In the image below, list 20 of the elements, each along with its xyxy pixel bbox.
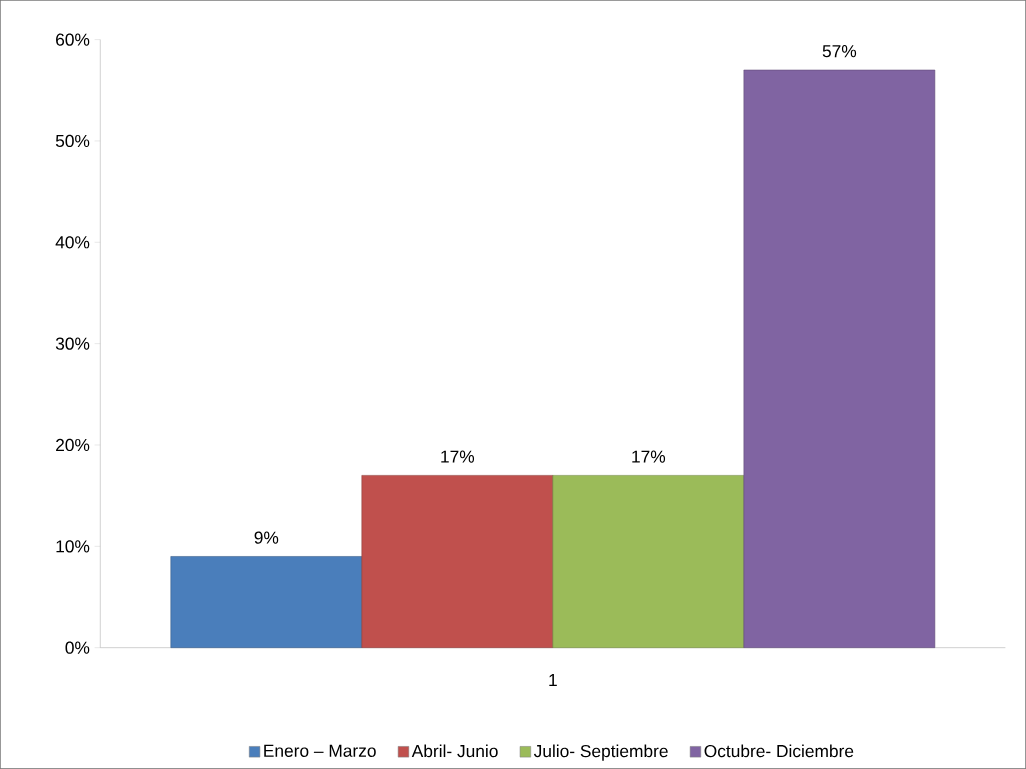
bar — [170, 556, 363, 648]
x-tick-label: 1 — [549, 674, 557, 687]
bar — [361, 475, 554, 648]
data-label: 17% — [632, 450, 666, 463]
legend-label: Enero – Marzo — [264, 744, 376, 757]
bar — [552, 475, 745, 648]
legend-label: Julio- Septiembre — [533, 744, 668, 761]
y-tick-label: 20% — [56, 438, 90, 452]
data-label: 9% — [254, 531, 279, 544]
y-tick-label: 30% — [55, 337, 90, 350]
y-tick-label: 0% — [65, 641, 90, 654]
data-label: 57% — [822, 45, 857, 58]
bar — [743, 69, 936, 648]
y-tick-label: 60% — [56, 33, 90, 46]
legend-label: Abril- Junio — [411, 744, 498, 758]
y-tick-label: 10% — [56, 540, 90, 553]
legend-label: Octubre- Diciembre — [704, 744, 854, 758]
y-tick-label: 40% — [55, 236, 90, 249]
y-tick-label: 50% — [55, 134, 90, 148]
data-label: 17% — [441, 450, 475, 463]
